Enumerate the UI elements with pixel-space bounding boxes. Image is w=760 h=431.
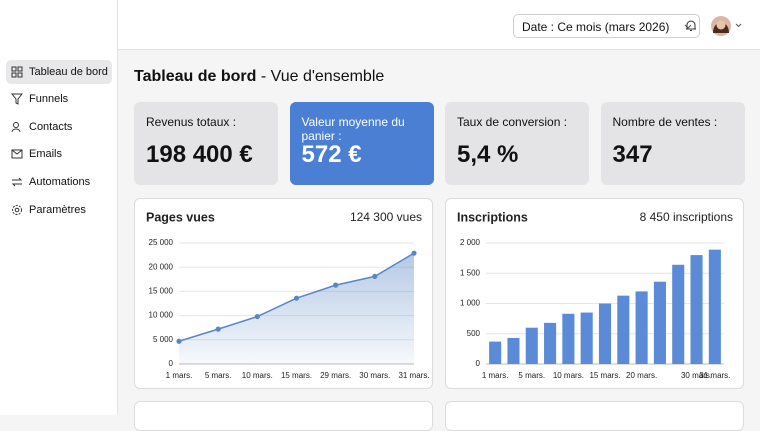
topbar: Date : Ce mois (mars 2026) [118, 0, 760, 50]
bar [507, 337, 520, 364]
chart-title: Pages vues [146, 210, 215, 224]
nav-item[interactable]: Contacts [6, 115, 112, 139]
chart-total: 124 300 vues [350, 210, 422, 224]
nav-label: Contacts [29, 121, 73, 133]
bar [489, 341, 502, 364]
card [134, 401, 433, 431]
kpi-card: Taux de conversion : 5,4 % [445, 102, 589, 185]
x-tick-label: 15 mars. [281, 371, 312, 380]
kpi-card: Revenus totaux : 198 400 € [134, 102, 278, 185]
bar [580, 312, 593, 364]
kpi-label: Taux de conversion : [457, 115, 568, 129]
nav-item[interactable]: Funnels [6, 87, 112, 111]
x-tick-label: 31 mars. [398, 371, 429, 380]
notifications[interactable] [685, 19, 697, 32]
nav-label: Funnels [29, 93, 69, 105]
y-tick-label: 15 000 [149, 287, 174, 296]
point [333, 282, 339, 288]
nav-item[interactable]: Emails [6, 142, 112, 166]
bar [562, 313, 575, 364]
kpi-value: 572 € [301, 141, 362, 168]
y-tick-label: 20 000 [149, 262, 174, 271]
x-tick-label: 10 mars. [553, 371, 584, 380]
x-tick-label: 5 mars. [518, 371, 545, 380]
kpi-label: Nombre de ventes : [612, 115, 718, 129]
bar [690, 255, 703, 364]
kpi-card: Valeur moyenne du panier :572 € [289, 102, 434, 185]
chart: Inscriptions 8 450 inscriptions 0 500 1 000 1… [457, 210, 733, 380]
card [445, 401, 744, 431]
date-filter[interactable]: Date : Ce mois (mars 2026) [513, 14, 700, 38]
kpi-value: 347 [612, 141, 653, 168]
y-tick-label: 0 [169, 359, 174, 368]
nav-item[interactable]: Paramètres [6, 198, 112, 222]
kpi-label: Revenus totaux : [146, 115, 237, 129]
x-tick-label: 30 mars. [359, 371, 390, 380]
chart-card: Inscriptions 8 450 inscriptions 0 500 1 000 1… [445, 198, 744, 389]
nav-label: Paramètres [29, 204, 86, 216]
x-tick-label: 1 mars. [482, 371, 509, 380]
nav-label: Tableau de bord [29, 66, 108, 78]
sidebar: Tableau de bord Funnels Contacts Emails … [0, 0, 118, 415]
kpi-label: Valeur moyenne du panier : [301, 115, 405, 143]
x-tick-label: 20 mars. [626, 371, 657, 380]
nav-item[interactable]: Tableau de bord [6, 60, 112, 84]
kpi-value: 198 400 € [146, 141, 253, 168]
x-tick-label: 29 mars. [320, 371, 351, 380]
x-tick-label: 15 mars. [589, 371, 620, 380]
x-tick-label: 1 mars. [166, 371, 193, 380]
bar [653, 281, 666, 364]
bar [598, 303, 612, 364]
page-title: Tableau de bord [134, 68, 257, 85]
chart: Pages vues 124 300 vues 0 5 000 10 000 15 000… [146, 210, 430, 380]
y-tick-label: 1 500 [460, 268, 481, 277]
chart-total: 8 450 inscriptions [640, 210, 733, 224]
point [372, 273, 378, 279]
nav-item[interactable]: Automations [6, 170, 112, 194]
point [293, 295, 300, 301]
chart-card: Pages vues 124 300 vues 0 5 000 10 000 15 000… [134, 198, 433, 389]
point [254, 313, 260, 320]
y-tick-label: 0 [476, 359, 481, 368]
point [411, 250, 417, 256]
bar [525, 327, 538, 364]
x-tick-label: 5 mars. [205, 371, 232, 380]
bar [635, 291, 648, 364]
nav-label: Emails [29, 148, 63, 160]
x-tick-label: 30 mars. [681, 371, 712, 380]
date-filter-label: Date : Ce mois (mars 2026) [522, 20, 670, 34]
kpi-card: Nombre de ventes : 347 [600, 102, 745, 185]
page-heading: Tableau de bord - Vue d'ensemble [134, 68, 384, 86]
kpi-value: 5,4 % [457, 141, 519, 168]
x-tick-label: 31 mars. [699, 371, 730, 380]
bar [617, 295, 630, 364]
point [215, 326, 221, 332]
bar [672, 264, 685, 364]
avatar[interactable] [710, 15, 742, 37]
point [176, 338, 182, 344]
chart-title: Inscriptions [457, 210, 528, 224]
page-subtitle: - Vue d'ensemble [260, 68, 385, 85]
y-tick-label: 25 000 [149, 238, 174, 247]
y-tick-label: 500 [467, 329, 481, 338]
y-tick-label: 10 000 [149, 311, 174, 320]
bar [544, 322, 557, 364]
x-tick-label: 10 mars. [242, 371, 273, 380]
nav-label: Automations [29, 176, 91, 188]
y-tick-label: 1 000 [460, 299, 481, 308]
bar [708, 249, 721, 364]
y-tick-label: 5 000 [153, 335, 174, 344]
y-tick-label: 2 000 [460, 238, 481, 247]
area [179, 253, 414, 364]
